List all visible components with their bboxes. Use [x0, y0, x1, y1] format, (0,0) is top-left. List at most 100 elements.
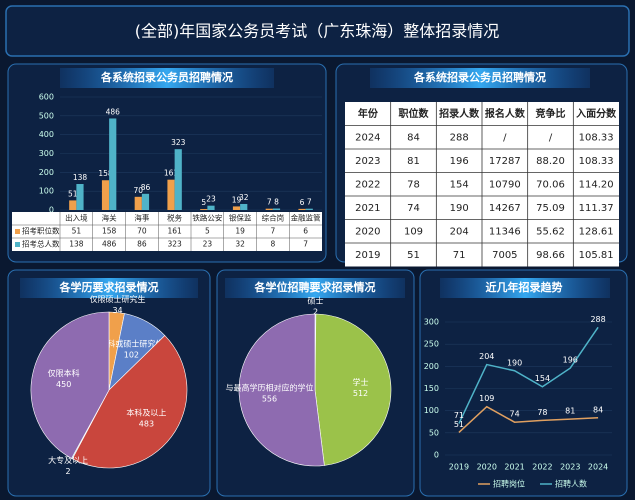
table-cell: 158: [102, 227, 117, 236]
table-cell: 196: [450, 156, 469, 167]
table-cell: 7: [303, 240, 308, 249]
table-cell: 128.61: [579, 226, 614, 237]
panel-banner: [20, 278, 198, 298]
data-label: 84: [593, 405, 603, 414]
pie-slice: [71, 335, 188, 469]
table-cell: 288: [450, 132, 469, 143]
slice-label: 学士: [353, 377, 369, 387]
table-cell: 98.66: [536, 250, 565, 261]
table-cell: 55.62: [536, 226, 565, 237]
table-cell: 108.33: [579, 156, 614, 167]
table-cell: 74: [407, 203, 420, 214]
y-tick-label: 100: [39, 187, 54, 196]
slice-value: 2: [313, 308, 318, 317]
bar: [207, 205, 215, 210]
data-label: 154: [535, 374, 550, 383]
x-tick-label: 银保监: [229, 213, 252, 223]
slice-value: 34: [112, 306, 122, 315]
x-tick-label: 税务: [167, 213, 182, 223]
data-label: 51: [454, 420, 464, 429]
panel: [419, 269, 628, 497]
panel-title: 各学位招聘要求招录情况: [254, 280, 376, 294]
table-cell: 84: [407, 132, 420, 143]
table-cell: 32: [235, 240, 245, 249]
table-cell: 10790: [489, 179, 521, 190]
slice-value: 512: [353, 389, 368, 398]
table-cell: 14267: [489, 203, 521, 214]
bar: [134, 196, 142, 210]
table-header: 入面分数: [576, 107, 617, 120]
data-label: 23: [206, 195, 216, 204]
y-tick-label: 200: [424, 362, 439, 371]
x-tick-label: 海关: [102, 213, 117, 223]
y-tick-label: 400: [39, 130, 54, 139]
table-cell: 114.20: [579, 179, 614, 190]
legend-label: 招聘人数: [555, 479, 587, 489]
bar: [174, 149, 182, 210]
table-cell: 109: [404, 226, 423, 237]
table-cell: /: [503, 132, 507, 143]
panel-banner: [370, 68, 590, 88]
y-tick-label: 300: [424, 318, 439, 327]
bar: [76, 184, 84, 210]
y-tick-label: 300: [39, 149, 54, 158]
pie-slice: [238, 313, 325, 467]
data-label: 86: [141, 183, 151, 192]
table-cell: 6: [303, 227, 308, 236]
data-label: 5: [201, 198, 206, 207]
slice-label: 仅限本科: [48, 368, 80, 378]
data-label: 78: [537, 408, 547, 417]
slice-value: 556: [262, 394, 277, 403]
data-label: 161: [164, 169, 179, 178]
pie-slice: [314, 313, 392, 466]
table-cell: 108.33: [579, 132, 614, 143]
data-label: 71: [454, 411, 464, 420]
legend-swatch: [15, 242, 20, 247]
bar: [200, 209, 208, 210]
bar: [101, 180, 110, 210]
table-cell: 190: [450, 203, 469, 214]
table-cell: 138: [69, 240, 84, 249]
table-header: 报名人数: [485, 107, 526, 120]
bar: [141, 193, 150, 210]
bar: [298, 208, 306, 210]
table-cell: 2019: [355, 250, 380, 261]
line: [458, 326, 599, 424]
panel-banner: [60, 68, 274, 88]
bar: [69, 200, 77, 210]
data-label: 6: [300, 198, 305, 207]
bar: [109, 118, 117, 210]
table-cell: 2021: [355, 203, 380, 214]
table-header: 年份: [358, 107, 379, 120]
legend-label: 招聘岗位: [493, 479, 525, 489]
table-header: 招录人数: [439, 107, 480, 120]
x-tick-label: 2022: [532, 463, 552, 472]
x-tick-label: 2021: [504, 463, 524, 472]
slice-label: 本科或硕士研究生: [99, 338, 163, 348]
x-tick-label: 2023: [560, 463, 580, 472]
table-cell: 71: [453, 250, 466, 261]
table-cell: 78: [407, 179, 420, 190]
legend-label: 招考职位数: [22, 226, 60, 236]
bar: [265, 208, 273, 210]
bar: [240, 203, 248, 210]
table-cell: 17287: [489, 156, 521, 167]
table-cell: 70: [137, 227, 147, 236]
data-label: 74: [509, 410, 519, 419]
slice-value: 483: [139, 420, 154, 429]
data-label: 109: [479, 394, 494, 403]
slice-label: 大专及以上: [48, 455, 88, 465]
legend-label: 招考总人数: [22, 239, 60, 249]
y-tick-label: 500: [39, 111, 54, 120]
table-cell: 75.09: [536, 203, 565, 214]
slice-value: 102: [124, 350, 139, 359]
data-table-bg: [12, 212, 322, 251]
line: [458, 405, 599, 433]
table-cell: 51: [72, 227, 82, 236]
slice-label: 本科及以上: [126, 408, 166, 418]
table-cell: 486: [102, 240, 117, 249]
table-cell: 105.81: [579, 250, 614, 261]
data-label: 196: [563, 356, 578, 365]
data-label: 7: [307, 198, 312, 207]
